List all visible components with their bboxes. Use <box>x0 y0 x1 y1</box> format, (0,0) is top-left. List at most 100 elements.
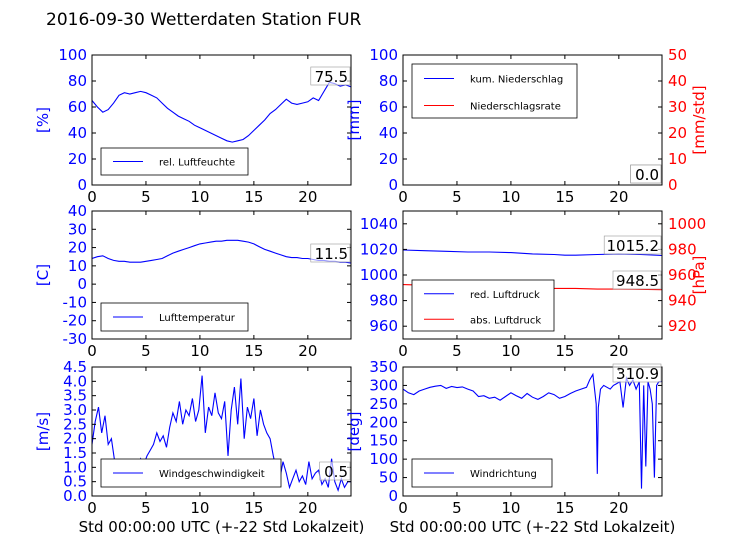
x-tick-label: 5 <box>141 188 151 206</box>
x-axis-label: Std 00:00:00 UTC (+-22 Std Lokalzeit) <box>79 518 365 536</box>
x-tick-label: 15 <box>244 499 263 517</box>
legend: kum. Niederschlag Niederschlagsrate <box>411 63 578 119</box>
x-tick-label: 5 <box>141 342 151 360</box>
x-tick-label: 10 <box>190 188 209 206</box>
axes-frame <box>402 54 663 186</box>
x-tick-label: 20 <box>298 499 317 517</box>
y-tick-label: 1.5 <box>63 444 87 462</box>
y2-tick-label: 0 <box>668 176 678 194</box>
y-tick-label: 80 <box>68 72 87 90</box>
x-tick-label: 5 <box>141 499 151 517</box>
y-tick-label: 20 <box>379 150 398 168</box>
x-tick-label: 15 <box>244 188 263 206</box>
y-axis-label: [m/s] <box>34 412 52 451</box>
x-tick-label: 0 <box>398 188 408 206</box>
legend-label: Niederschlagsrate <box>470 102 561 113</box>
x-tick-label: 20 <box>609 188 628 206</box>
series-line-lufttemperatur <box>92 239 351 264</box>
x-tick-label: 0 <box>87 499 97 517</box>
legend: Windgeschwindigkeit <box>100 458 282 488</box>
y-tick-label: 0 <box>77 275 87 293</box>
x-tick-label: 0 <box>398 499 408 517</box>
x-tick-label: 20 <box>609 342 628 360</box>
latest-value-label: 11.5 <box>315 245 348 263</box>
x-tick-label: 5 <box>452 342 462 360</box>
axes-frame <box>91 366 352 497</box>
x-tick-label: 10 <box>190 342 209 360</box>
y-tick-label: 250 <box>369 395 398 413</box>
y-tick-label: 1020 <box>360 240 398 258</box>
y-tick-label: 0.5 <box>63 473 87 491</box>
y-tick-label: 0 <box>388 487 398 505</box>
y2-tick-label: 980 <box>668 240 697 258</box>
y-tick-label: 40 <box>68 124 87 142</box>
y-tick-label: 10 <box>68 257 87 275</box>
x-tick-label: 0 <box>87 188 97 206</box>
latest-value-label: 310.9 <box>616 365 659 383</box>
axes-frame <box>91 54 352 186</box>
y-tick-label: 1.0 <box>63 458 87 476</box>
y2-axis-label: [hPa] <box>690 256 708 295</box>
y-tick-label: 2.0 <box>63 430 87 448</box>
y-tick-label: 4.5 <box>63 358 87 376</box>
legend-label: rel. Luftfeuchte <box>159 158 235 169</box>
legend-label: kum. Niederschlag <box>470 75 563 86</box>
y-tick-label: 3.0 <box>63 401 87 419</box>
x-tick-label: 20 <box>609 499 628 517</box>
y-tick-label: 30 <box>68 220 87 238</box>
legend-label: Windrichtung <box>470 469 537 480</box>
y-tick-label: 2.5 <box>63 415 87 433</box>
x-tick-label: 20 <box>298 188 317 206</box>
latest-value-label: 75.5 <box>315 68 348 86</box>
y-axis-label: [C] <box>34 264 52 286</box>
x-tick-label: 15 <box>555 499 574 517</box>
y-tick-label: 150 <box>369 432 398 450</box>
x-tick-label: 15 <box>555 188 574 206</box>
legend-label: red. Luftdruck <box>470 290 540 301</box>
latest-value-label: 948.5 <box>616 272 659 290</box>
legend: Lufttemperatur <box>100 302 249 332</box>
y-axis-label: [%] <box>34 107 52 133</box>
y-tick-label: 50 <box>379 469 398 487</box>
subplot-2: 0 5 10 15 20 0 20 40 60 80 100 0 10 20 30 40 50 [mm] [mm/s… <box>345 46 708 206</box>
y-tick-label: 0 <box>77 176 87 194</box>
y-tick-label: 960 <box>369 317 398 335</box>
y-tick-label: 350 <box>369 358 398 376</box>
axes-frame <box>91 210 352 340</box>
y-tick-label: 60 <box>68 98 87 116</box>
y-tick-label: 20 <box>68 150 87 168</box>
y2-tick-label: 50 <box>668 46 687 64</box>
y-tick-label: 300 <box>369 376 398 394</box>
latest-value-label: 0.5 <box>324 463 348 481</box>
x-tick-label: 15 <box>555 342 574 360</box>
y2-tick-label: 30 <box>668 98 687 116</box>
x-axis-label: Std 00:00:00 UTC (+-22 Std Lokalzeit) <box>390 518 676 536</box>
y2-tick-label: 40 <box>668 72 687 90</box>
subplot-4: 0 5 10 15 20 960 980 1000 1020 1040 920 940 960 980 10… <box>360 210 708 360</box>
axes-frame <box>402 366 663 497</box>
y-tick-label: 4.0 <box>63 372 87 390</box>
series-line-rel-luftfeuchte <box>92 81 351 143</box>
y-tick-label: -30 <box>63 330 88 348</box>
y2-tick-label: 940 <box>668 292 697 310</box>
latest-value-label: 0.0 <box>635 166 659 184</box>
y2-tick-label: 1000 <box>668 215 706 233</box>
y-tick-label: 40 <box>68 202 87 220</box>
y-tick-label: 980 <box>369 292 398 310</box>
y2-tick-label: 920 <box>668 317 697 335</box>
x-tick-label: 5 <box>452 499 462 517</box>
x-tick-label: 10 <box>501 499 520 517</box>
y-tick-label: 1000 <box>360 266 398 284</box>
y-tick-label: 100 <box>369 450 398 468</box>
y-tick-label: 3.5 <box>63 387 87 405</box>
subplot-5: 0 5 10 15 200.00.51.01.52.02.53.03.54.04.5[m… <box>34 358 364 536</box>
x-tick-label: 20 <box>298 342 317 360</box>
legend: rel. Luftfeuchte <box>100 147 249 176</box>
y-tick-label: -20 <box>63 312 88 330</box>
x-tick-label: 0 <box>87 342 97 360</box>
y-axis-label: [mm] <box>345 100 363 141</box>
y-tick-label: 0.0 <box>63 487 87 505</box>
x-tick-label: 0 <box>398 342 408 360</box>
y-tick-label: 1040 <box>360 215 398 233</box>
